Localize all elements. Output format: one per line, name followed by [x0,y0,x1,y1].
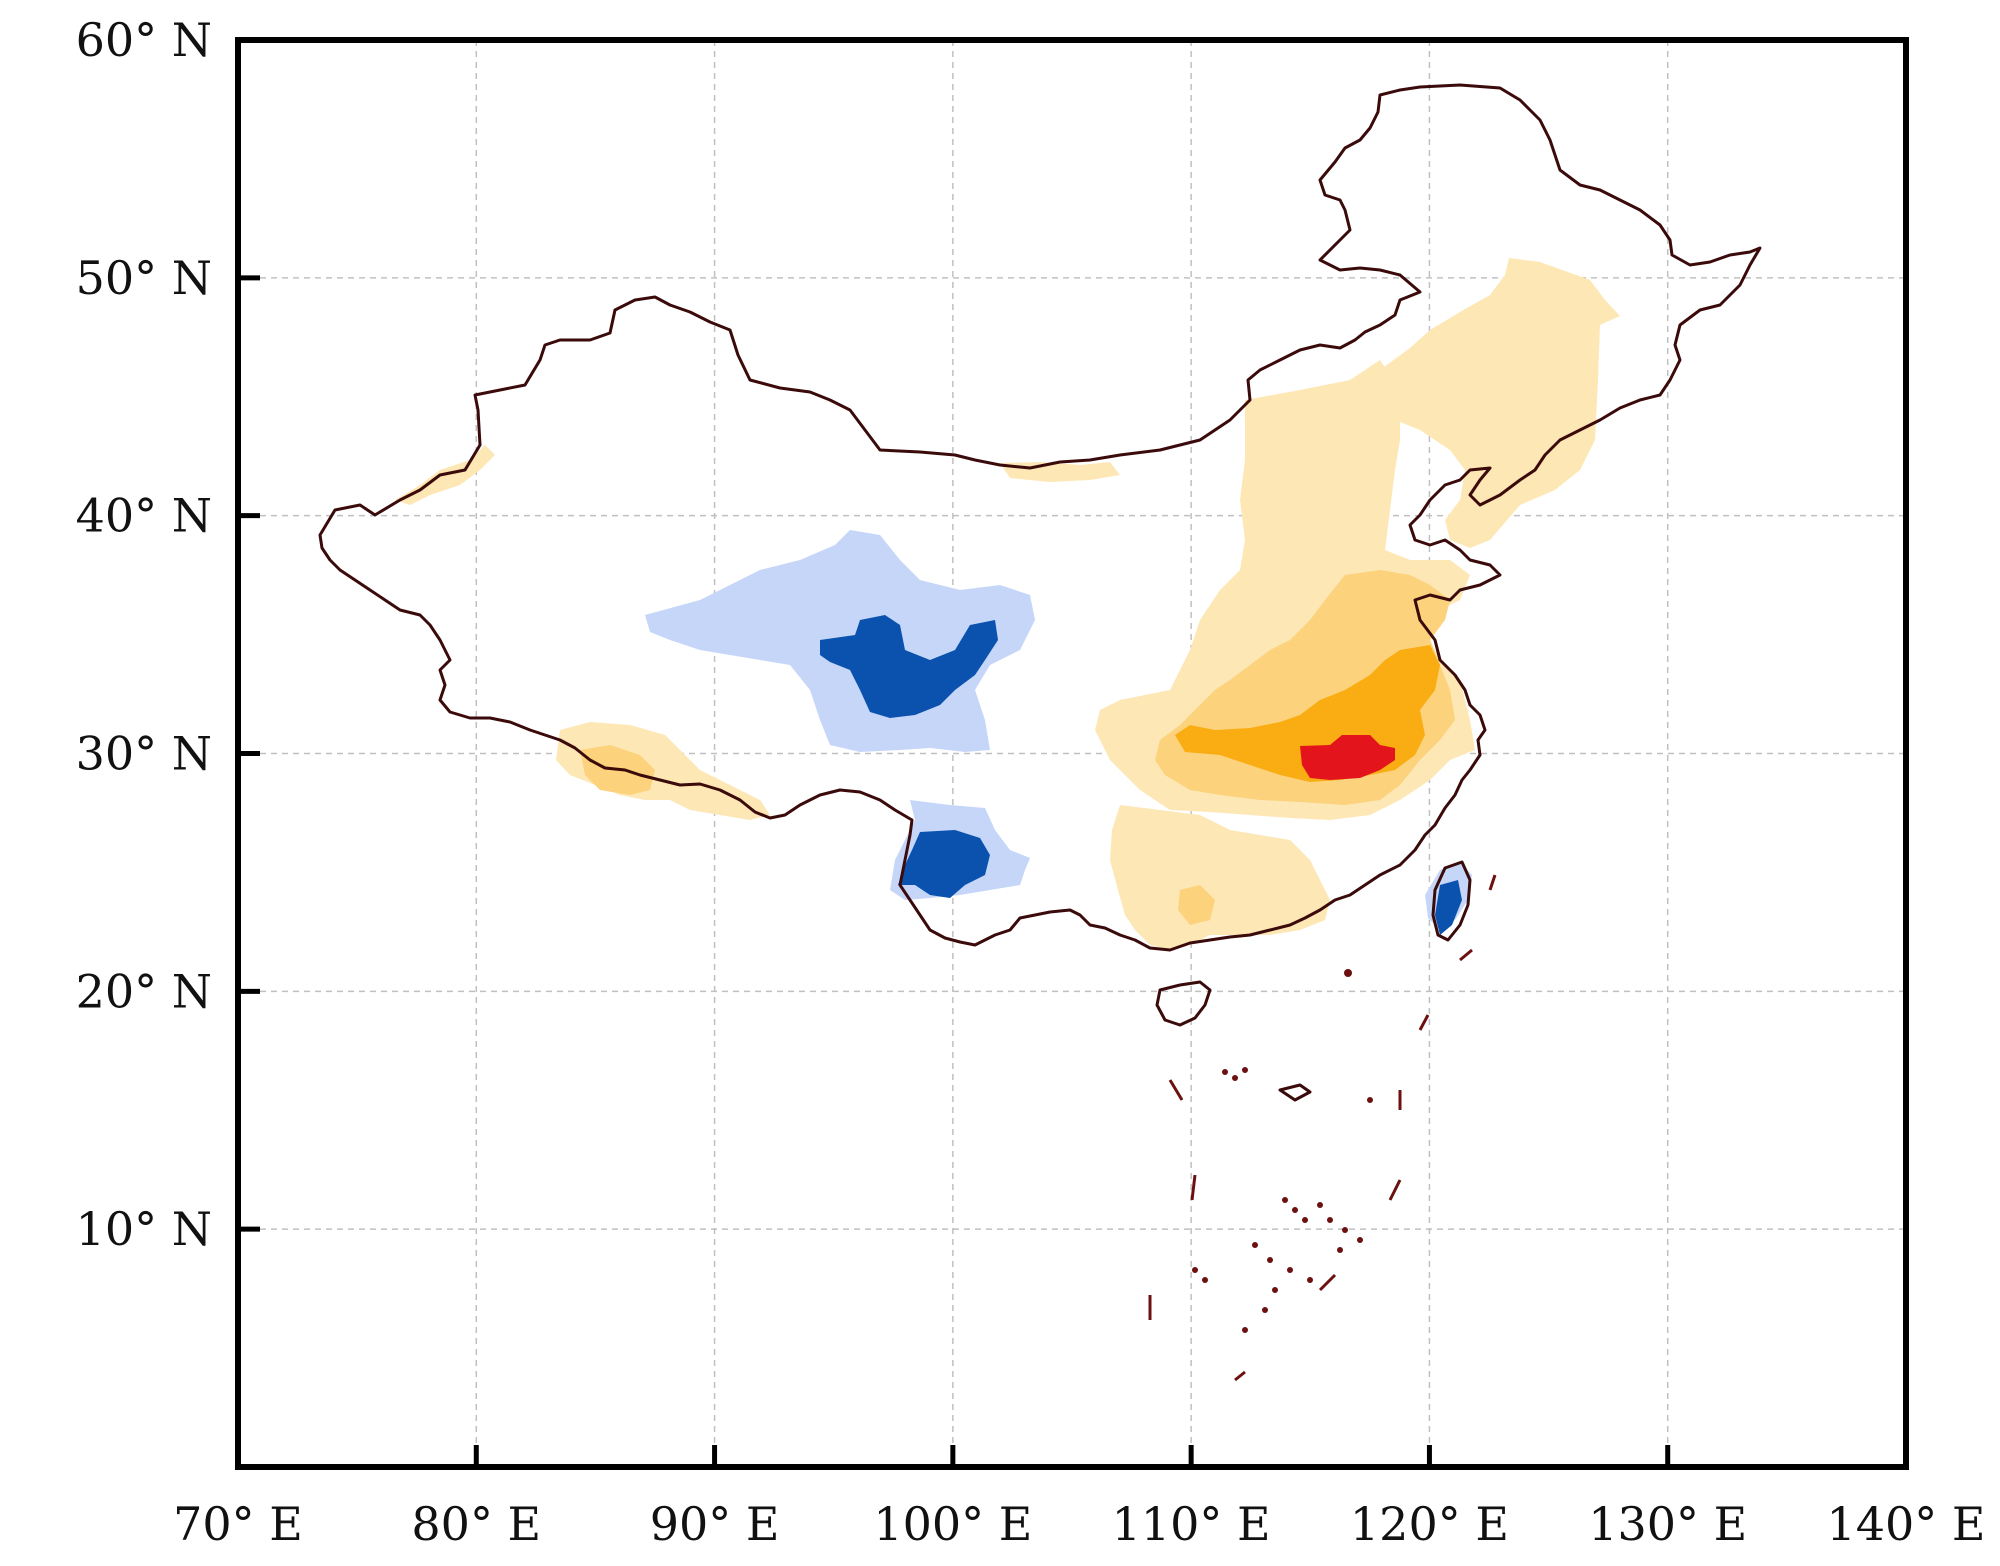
island-dot [1282,1197,1288,1203]
shading-south-light [1110,805,1330,950]
island-dot [1367,1097,1373,1103]
axes: 70° E 80° E 90° E 100° E 110° E 120° E 130° E 1… [76,13,1986,1551]
island-dot [1327,1217,1333,1223]
x-tick-label: 140° E [1826,1497,1985,1551]
nine-dash-4 [1234,1370,1246,1382]
shading-south-medium [1178,885,1215,925]
nine-dash-1 [1168,1079,1184,1101]
island-dot [1357,1237,1363,1243]
island-dot [1342,1227,1348,1233]
gridlines [238,40,1906,1467]
taiwan-outline [1431,860,1472,942]
china-boundary [318,83,1762,1102]
x-tick-label: 120° E [1350,1497,1509,1551]
island-dot [1302,1217,1308,1223]
x-tick-label: 100° E [873,1497,1032,1551]
island-small-1 [1278,1083,1312,1102]
nine-dash-2 [1190,1174,1197,1201]
island-dot [1242,1327,1248,1333]
y-tick-label: 40° N [76,489,212,543]
island-dot [1222,1069,1228,1075]
y-tick-label: 50° N [76,251,212,305]
nine-dash-10 [1488,874,1497,891]
y-tick-label: 10° N [76,1202,212,1256]
island-dot [1337,1247,1343,1253]
x-tick-label: 90° E [650,1497,780,1551]
island-dot [1307,1277,1313,1283]
x-tick-label: 80° E [411,1497,541,1551]
island-dot [1272,1287,1278,1293]
island-dot [1192,1267,1198,1273]
x-tick-label: 110° E [1112,1497,1271,1551]
shading-yunnan-dark-blue [898,830,990,898]
island-dot [1232,1075,1238,1081]
shading-taiwan-dark-blue [1435,880,1462,935]
island-dot [1202,1277,1208,1283]
island-dot [1267,1257,1273,1263]
y-tick-label: 30° N [76,727,212,781]
hainan-outline [1155,980,1212,1027]
island-dot [1242,1067,1248,1073]
x-tick-label: 130° E [1588,1497,1747,1551]
x-tick-label: 70° E [173,1497,303,1551]
nine-dash-6 [1388,1179,1402,1201]
shading-core-red [1300,735,1395,780]
nine-dash-5 [1318,1273,1337,1292]
shading-qinghai-dark-blue [820,615,998,718]
south-china-sea-islands [1192,969,1373,1333]
y-tick-label: 20° N [76,964,212,1018]
island-dot [1262,1307,1268,1313]
nine-dash-9 [1459,948,1473,962]
nine-dash-8 [1418,1014,1430,1031]
y-tick-label: 60° N [76,13,212,67]
south-china-sea-dashes [1148,874,1497,1382]
island-dot [1292,1207,1298,1213]
mainland-outline [318,83,1762,952]
island-dot [1252,1242,1258,1248]
island-dot [1287,1267,1293,1273]
island-dot [1317,1202,1323,1208]
island-dot [1344,969,1352,977]
